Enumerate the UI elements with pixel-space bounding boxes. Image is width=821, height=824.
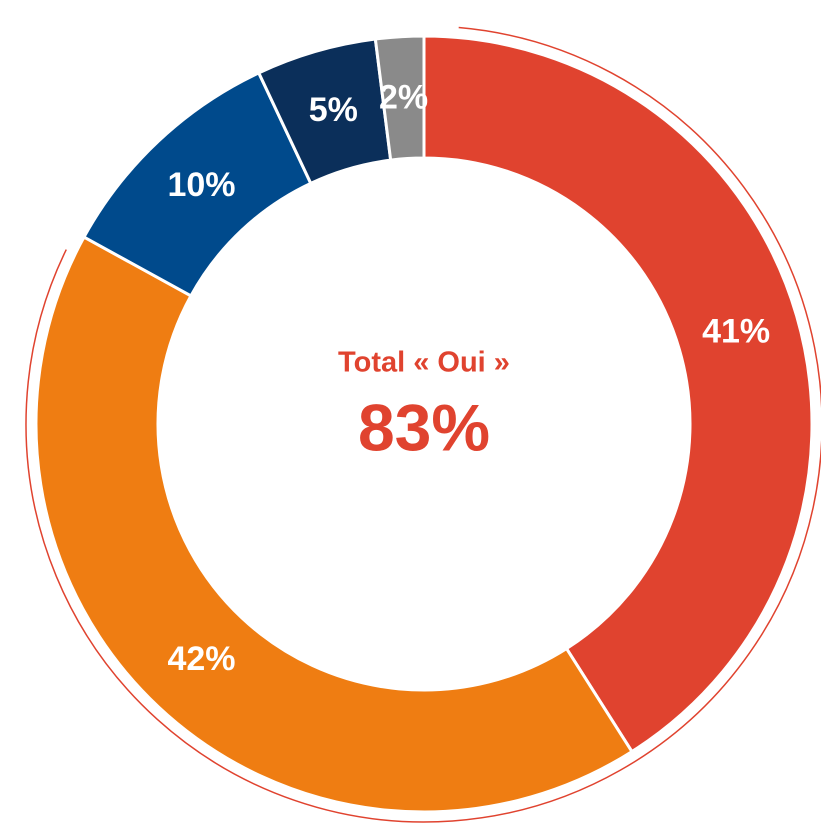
- slices: [34, 34, 814, 814]
- center-caption: Total « Oui »: [338, 347, 510, 379]
- labels: 41% 42% 10% 5% 2%: [167, 79, 770, 678]
- data-label: 10%: [167, 166, 235, 204]
- slice: [422, 34, 814, 754]
- data-label: 41%: [702, 312, 770, 350]
- data-label: 42%: [167, 640, 235, 678]
- slice: [34, 235, 634, 814]
- center-total: 83%: [358, 390, 490, 464]
- slice: [373, 34, 426, 162]
- bracket-arc: [25, 26, 821, 823]
- data-label: 2%: [379, 79, 428, 117]
- data-label: 5%: [309, 91, 358, 129]
